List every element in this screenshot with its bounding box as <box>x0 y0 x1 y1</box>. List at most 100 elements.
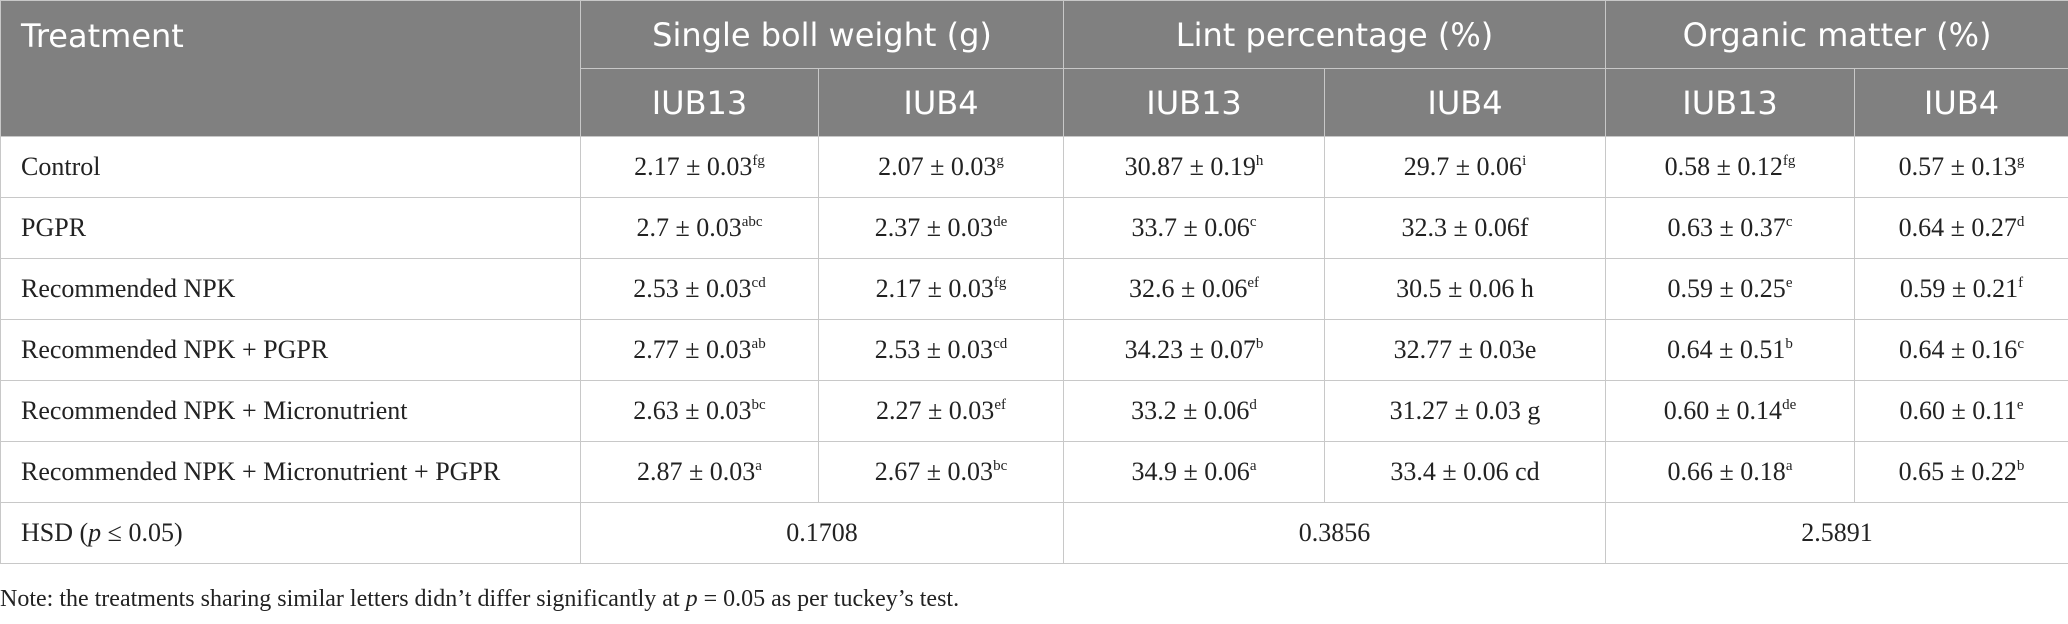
significance-letters: fg <box>1782 153 1796 169</box>
significance-letters: i <box>1522 153 1527 169</box>
value-cell: 0.64 ± 0.16c <box>1854 319 2068 381</box>
significance-letters: ef <box>1247 275 1259 291</box>
header-row: Treatment Single boll weight (g) Lint perc… <box>0 0 2068 137</box>
table-row: Recommended NPK + Micronutrient 2.63 ± 0.… <box>0 380 2068 442</box>
value-cell: 0.60 ± 0.11e <box>1854 380 2068 442</box>
significance-letters: g <box>996 153 1004 169</box>
cell-value: 0.58 ± 0.12 <box>1664 152 1783 181</box>
value-cell: 0.64 ± 0.27d <box>1854 197 2068 259</box>
hsd-value: 0.3856 <box>1063 502 1607 564</box>
value-cell: 34.9 ± 0.06a <box>1063 441 1326 503</box>
note-part: = 0.05 as per tuckey’s test. <box>697 586 960 612</box>
subcolumn-header: IUB13 <box>580 68 819 137</box>
value-cell: 2.27 ± 0.03ef <box>817 380 1065 442</box>
significance-letters: h <box>1255 153 1264 169</box>
cell-value: 0.64 ± 0.27 <box>1898 213 2017 242</box>
table-row: Recommended NPK + Micronutrient + PGPR 2.… <box>0 441 2068 503</box>
footnote: Note: the treatments sharing similar let… <box>0 586 959 613</box>
significance-letters: ab <box>751 336 766 352</box>
value-cell: 33.2 ± 0.06d <box>1063 380 1326 442</box>
significance-letters: fg <box>752 153 765 169</box>
treatment-cell: Recommended NPK + PGPR <box>0 319 581 381</box>
value-cell: 0.66 ± 0.18a <box>1605 441 1856 503</box>
group-header: Lint percentage (%) <box>1063 0 1607 69</box>
cell-value: 0.66 ± 0.18 <box>1667 457 1786 486</box>
cell-value: 2.7 ± 0.03 <box>636 213 742 242</box>
cell-value: 33.4 ± 0.06 cd <box>1390 457 1540 486</box>
cell-value: 0.59 ± 0.25 <box>1667 274 1786 303</box>
significance-letters: e <box>1785 275 1793 291</box>
hsd-label-part: HSD ( <box>21 518 89 547</box>
cell-value: 2.53 ± 0.03 <box>633 274 752 303</box>
significance-letters: de <box>1782 397 1797 413</box>
value-cell: 0.58 ± 0.12fg <box>1605 136 1856 198</box>
treatment-cell: Control <box>0 136 581 198</box>
cell-value: 33.2 ± 0.06 <box>1131 396 1250 425</box>
value-cell: 31.27 ± 0.03 g <box>1324 380 1607 442</box>
significance-letters: e <box>2016 397 2024 413</box>
cell-value: 32.77 ± 0.03e <box>1393 335 1537 364</box>
significance-letters: cd <box>993 336 1008 352</box>
table-header: Treatment Single boll weight (g) Lint perc… <box>0 0 2068 137</box>
significance-letters: a <box>1249 458 1257 474</box>
cell-value: 2.53 ± 0.03 <box>874 335 994 364</box>
cell-value: 34.23 ± 0.07 <box>1124 335 1256 364</box>
significance-letters: bc <box>751 397 766 413</box>
value-cell: 2.7 ± 0.03abc <box>580 197 819 259</box>
significance-letters: g <box>2016 153 2025 169</box>
significance-letters: ef <box>994 397 1006 413</box>
value-cell: 34.23 ± 0.07b <box>1063 319 1326 381</box>
header-cell: Treatment <box>0 0 581 137</box>
cell-value: 2.17 ± 0.03 <box>875 274 994 303</box>
cell-value: 0.59 ± 0.21 <box>1899 274 2019 303</box>
significance-letters: c <box>2017 336 2024 352</box>
group-header: Organic matter (%) <box>1605 0 2068 69</box>
cell-value: 0.65 ± 0.22 <box>1898 457 2017 486</box>
cell-value: 0.57 ± 0.13 <box>1898 152 2017 181</box>
cell-value: 2.27 ± 0.03 <box>876 396 995 425</box>
cell-value: 30.87 ± 0.19 <box>1124 152 1256 181</box>
value-cell: 29.7 ± 0.06i <box>1324 136 1607 198</box>
subcolumn-header: IUB13 <box>1063 68 1326 137</box>
cell-value: 0.64 ± 0.51 <box>1667 335 1786 364</box>
data-table: Treatment Single boll weight (g) Lint perc… <box>0 0 2068 564</box>
cell-value: 32.6 ± 0.06 <box>1129 274 1248 303</box>
value-cell: 32.6 ± 0.06ef <box>1063 258 1326 320</box>
cell-value: 31.27 ± 0.03 g <box>1389 396 1541 425</box>
group-header: Single boll weight (g) <box>579 0 1065 69</box>
subcolumn-header: IUB4 <box>817 68 1065 137</box>
significance-letters: b <box>1785 336 1793 352</box>
cell-value: 2.37 ± 0.03 <box>874 213 994 242</box>
hsd-label-part: ≤ 0.05) <box>101 518 183 547</box>
cell-value: 34.9 ± 0.06 <box>1131 457 1250 486</box>
value-cell: 2.37 ± 0.03de <box>817 197 1065 259</box>
cell-value: 2.17 ± 0.03 <box>634 152 753 181</box>
value-cell: 2.77 ± 0.03ab <box>580 319 819 381</box>
significance-letters: de <box>993 214 1008 230</box>
header-row: IUB13 IUB4 IUB13 IUB4 IUB13 IUB4 <box>1 68 2068 137</box>
significance-letters: bc <box>993 458 1008 474</box>
value-cell: 30.87 ± 0.19h <box>1063 136 1326 198</box>
cell-value: 0.63 ± 0.37 <box>1667 213 1786 242</box>
subcolumn-header: IUB13 <box>1605 68 1856 137</box>
value-cell: 33.7 ± 0.06c <box>1063 197 1326 259</box>
value-cell: 0.63 ± 0.37c <box>1605 197 1856 259</box>
significance-letters: f <box>2018 275 2024 291</box>
table-row: Control 2.17 ± 0.03fg 2.07 ± 0.03g 30.87 ± … <box>0 136 2068 198</box>
hsd-label-part: p <box>88 518 102 547</box>
table-row: PGPR 2.7 ± 0.03abc 2.37 ± 0.03de 33.7 ± 0.0… <box>0 197 2068 259</box>
hsd-value: 2.5891 <box>1605 502 2068 564</box>
hsd-value: 0.1708 <box>579 502 1065 564</box>
cell-value: 0.60 ± 0.14 <box>1663 396 1783 425</box>
value-cell: 30.5 ± 0.06 h <box>1324 258 1607 320</box>
significance-letters: a <box>1785 458 1793 474</box>
hsd-row: HSD (p ≤ 0.05) 0.1708 0.3856 2.5891 <box>0 502 2068 564</box>
value-cell: 2.63 ± 0.03bc <box>580 380 819 442</box>
value-cell: 0.65 ± 0.22b <box>1854 441 2068 503</box>
table-row: Recommended NPK + PGPR 2.77 ± 0.03ab 2.53 … <box>0 319 2068 381</box>
value-cell: 0.60 ± 0.14de <box>1605 380 1856 442</box>
value-cell: 2.07 ± 0.03g <box>817 136 1065 198</box>
significance-letters: b <box>2016 458 2025 474</box>
value-cell: 2.53 ± 0.03cd <box>817 319 1065 381</box>
